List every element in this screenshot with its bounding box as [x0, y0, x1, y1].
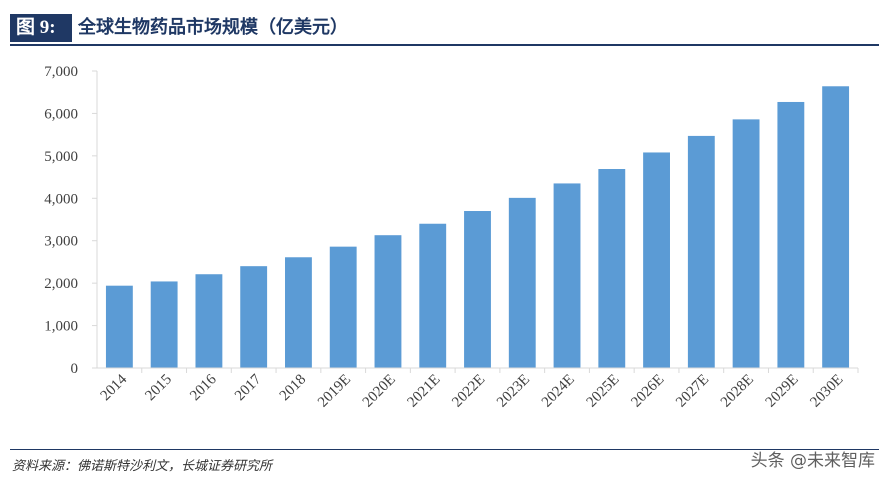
bar	[329, 246, 357, 368]
bar	[464, 211, 491, 368]
bar	[240, 266, 268, 368]
x-tick-label: 2019E	[315, 372, 354, 411]
x-tick-label: 2020E	[360, 372, 399, 411]
y-tick-label: 4,000	[44, 191, 78, 207]
x-tick-label: 2028E	[718, 372, 757, 411]
y-tick-label: 5,000	[44, 149, 78, 165]
y-tick-label: 1,000	[44, 319, 78, 335]
bar-chart: 0 1,000 2,000 3,000 4,000 5,000 6,000 7,000 201…	[44, 64, 859, 411]
bar	[687, 135, 715, 368]
bar	[822, 86, 850, 368]
x-axis: 2014 2015 2016 2017 2018 2019E 2020E 2021E 2022E…	[97, 367, 859, 411]
y-axis: 0 1,000 2,000 3,000 4,000 5,000 6,000 7,000	[44, 64, 98, 377]
x-tick-label: 2016	[187, 371, 220, 404]
bar	[419, 223, 447, 368]
y-tick-label: 6,000	[44, 106, 78, 122]
bar	[195, 274, 223, 368]
figure-number: 图 9:	[10, 14, 72, 42]
bar	[598, 169, 626, 368]
footer-divider	[10, 449, 879, 450]
watermark: 头条 @未来智库	[750, 451, 875, 471]
x-tick-label: 2022E	[449, 372, 488, 411]
bar	[732, 119, 760, 369]
bar	[150, 281, 178, 368]
bar	[777, 101, 805, 369]
y-tick-label: 3,000	[44, 234, 78, 250]
bar	[553, 183, 581, 368]
bar	[508, 197, 536, 368]
x-tick-label: 2027E	[673, 372, 712, 411]
x-tick-label: 2025E	[584, 372, 623, 411]
x-tick-label: 2026E	[628, 372, 667, 411]
bar	[374, 235, 402, 368]
bar	[285, 257, 312, 368]
bar	[105, 285, 133, 368]
figure-title: 全球生物药品市场规模（亿美元）	[78, 17, 348, 38]
x-tick-label: 2023E	[494, 372, 533, 411]
x-tick-label: 2015	[142, 372, 175, 405]
x-tick-label: 2024E	[539, 372, 578, 411]
x-tick-label: 2017	[232, 371, 265, 404]
x-tick-label: 2030E	[807, 372, 846, 411]
x-tick-label: 2021E	[405, 372, 444, 411]
y-tick-label: 0	[71, 361, 79, 377]
header-divider	[10, 44, 879, 46]
x-tick-label: 2029E	[763, 372, 802, 411]
x-tick-label: 2018	[277, 372, 310, 405]
y-tick-label: 2,000	[44, 276, 78, 292]
figure-header: 图 9: 全球生物药品市场规模（亿美元）	[10, 14, 879, 46]
x-tick-label: 2014	[98, 371, 131, 404]
y-tick-label: 7,000	[44, 64, 78, 80]
bar-series	[105, 86, 850, 369]
source-note: 资料来源：佛诺斯特沙利文，长城证券研究所	[12, 459, 273, 474]
bar	[643, 152, 670, 368]
